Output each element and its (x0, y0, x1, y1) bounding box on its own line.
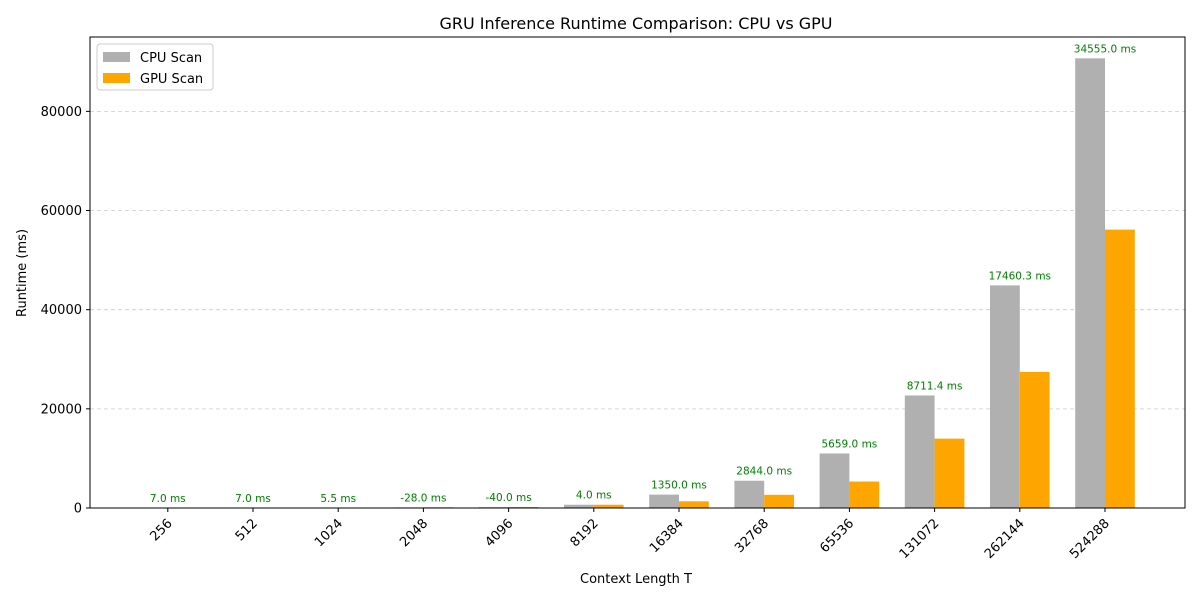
annotations: 7.0 ms 7.0 ms 5.5 ms -28.0 ms -40.0 ms 4.0 ms… (150, 43, 1136, 505)
gridlines (90, 111, 1185, 408)
legend-label: CPU Scan (140, 51, 202, 66)
bar-annotation: 34555.0 ms (1074, 43, 1136, 55)
chart-title: GRU Inference Runtime Comparison: CPU vs… (439, 14, 832, 33)
bar-annotation: -28.0 ms (400, 492, 446, 504)
bar-annotation: -40.0 ms (485, 492, 531, 504)
y-tick-label: 20000 (41, 402, 82, 417)
x-tick-label: 2048 (397, 516, 431, 550)
bar-gpu-scan (764, 495, 794, 508)
bar-cpu-scan (820, 453, 850, 508)
bars (138, 58, 1135, 508)
x-tick-label: 8192 (568, 516, 602, 550)
bar-gpu-scan (1020, 372, 1050, 508)
bar-cpu-scan (649, 495, 679, 508)
bar-annotation: 7.0 ms (235, 493, 271, 505)
x-tick-label: 262144 (982, 516, 1028, 562)
bar-cpu-scan (990, 285, 1020, 508)
bar-annotation: 1350.0 ms (651, 480, 707, 492)
legend-label: GPU Scan (140, 72, 203, 87)
y-tick-label: 0 (74, 502, 82, 517)
x-tick-label: 32768 (732, 516, 772, 556)
x-tick-label: 256 (147, 516, 175, 544)
bar-annotation: 7.0 ms (150, 493, 186, 505)
y-axis-label: Runtime (ms) (15, 229, 30, 317)
bar-gpu-scan (935, 439, 965, 508)
bar-annotation: 2844.0 ms (736, 466, 792, 478)
bar-cpu-scan (734, 481, 764, 508)
legend: CPU Scan GPU Scan (97, 44, 213, 90)
bar-gpu-scan (849, 482, 879, 508)
bar-annotation: 17460.3 ms (989, 270, 1051, 282)
x-tick-label: 512 (233, 516, 261, 544)
bar-cpu-scan (1075, 58, 1105, 508)
bar-gpu-scan (679, 501, 709, 508)
bar-cpu-scan (905, 395, 935, 508)
bar-annotation: 5659.0 ms (822, 438, 878, 450)
x-tick-label: 1024 (312, 516, 346, 550)
y-tick-label: 80000 (41, 105, 82, 120)
legend-swatch (103, 52, 130, 62)
y-tick-label: 60000 (41, 204, 82, 219)
bar-annotation: 8711.4 ms (907, 380, 963, 392)
x-tick-label: 65536 (817, 516, 857, 556)
x-tick-label: 131072 (897, 516, 943, 562)
x-tick-label: 16384 (647, 516, 687, 556)
legend-swatch (103, 73, 130, 83)
bar-annotation: 5.5 ms (320, 493, 356, 505)
y-tick-label: 40000 (41, 303, 82, 318)
bar-gpu-scan (1105, 230, 1135, 508)
x-tick-label: 524288 (1067, 516, 1113, 562)
x-axis-label: Context Length T (580, 572, 692, 587)
x-tick-label: 4096 (482, 516, 516, 550)
bar-annotation: 4.0 ms (576, 490, 612, 502)
